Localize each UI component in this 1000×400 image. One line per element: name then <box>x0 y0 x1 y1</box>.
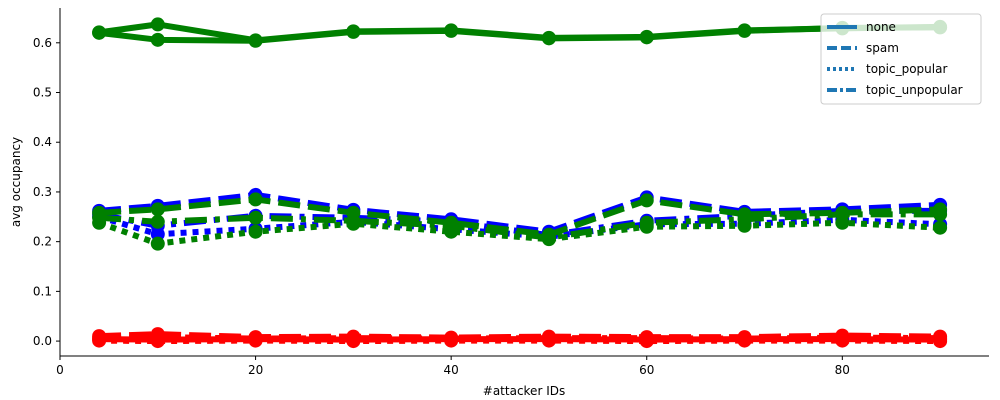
x-tick-label: 0 <box>56 363 64 377</box>
y-tick-label: 0.1 <box>33 284 52 298</box>
y-tick-label: 0.6 <box>33 36 52 50</box>
legend-label-topic-popular: topic_popular <box>866 62 947 76</box>
data-point <box>541 331 556 346</box>
data-point <box>639 193 654 208</box>
x-axis-title: #attacker IDs <box>483 384 565 398</box>
data-point <box>248 192 263 207</box>
data-point <box>835 215 850 230</box>
data-point <box>933 207 948 222</box>
data-point <box>346 331 361 346</box>
x-tick-label: 80 <box>835 363 850 377</box>
legend-label-spam: spam <box>866 41 899 55</box>
data-point <box>346 216 361 231</box>
x-ticks: 0 20 40 60 80 <box>56 356 850 377</box>
data-point <box>933 220 948 235</box>
data-point <box>835 330 850 345</box>
data-point <box>639 331 654 346</box>
data-point <box>248 224 263 239</box>
y-tick-label: 0.5 <box>33 86 52 100</box>
data-point <box>248 210 263 225</box>
data-point <box>541 30 556 45</box>
legend-label-none: none <box>866 20 896 34</box>
data-point <box>92 331 107 346</box>
series-line <box>98 21 941 44</box>
data-point <box>737 23 752 38</box>
legend-label-topic-unpopular: topic_unpopular <box>866 83 963 97</box>
y-axis-title: avg occupancy <box>9 137 23 227</box>
data-point <box>248 331 263 346</box>
data-point <box>150 214 165 229</box>
series-line <box>98 211 941 241</box>
series-line <box>99 334 941 342</box>
legend-box <box>820 13 982 105</box>
x-tick-label: 20 <box>248 363 263 377</box>
axes: 0 20 40 60 80 0.0 0.1 0.2 0.3 0.4 0.5 0.6 #attacke… <box>9 8 989 398</box>
series-green-dotted-7 <box>92 215 948 251</box>
x-tick-label: 40 <box>444 363 459 377</box>
data-point <box>444 23 459 38</box>
data-point <box>150 32 165 47</box>
data-point <box>737 331 752 346</box>
series-line <box>98 196 941 238</box>
series-green-solid-1 <box>92 17 948 48</box>
series-red-dashdot-11 <box>92 330 948 346</box>
data-point <box>92 25 107 40</box>
y-tick-label: 0.3 <box>33 185 52 199</box>
data-point <box>150 330 165 345</box>
data-point <box>639 219 654 234</box>
data-point <box>248 33 263 48</box>
plot-area <box>92 17 948 349</box>
data-point <box>150 202 165 217</box>
data-point <box>92 215 107 230</box>
data-point <box>150 17 165 32</box>
legend: none spam topic_popular topic_unpopular <box>820 13 982 105</box>
data-point <box>541 232 556 247</box>
y-ticks: 0.0 0.1 0.2 0.3 0.4 0.5 0.6 <box>33 36 60 348</box>
data-point <box>933 331 948 346</box>
data-point <box>444 331 459 346</box>
y-tick-label: 0.0 <box>33 334 52 348</box>
data-point <box>444 224 459 239</box>
x-tick-label: 60 <box>639 363 654 377</box>
data-point <box>639 29 654 44</box>
series-line <box>98 219 941 247</box>
data-point <box>346 24 361 39</box>
data-point <box>150 236 165 251</box>
y-tick-label: 0.2 <box>33 235 52 249</box>
data-point <box>737 218 752 233</box>
y-tick-label: 0.4 <box>33 135 52 149</box>
